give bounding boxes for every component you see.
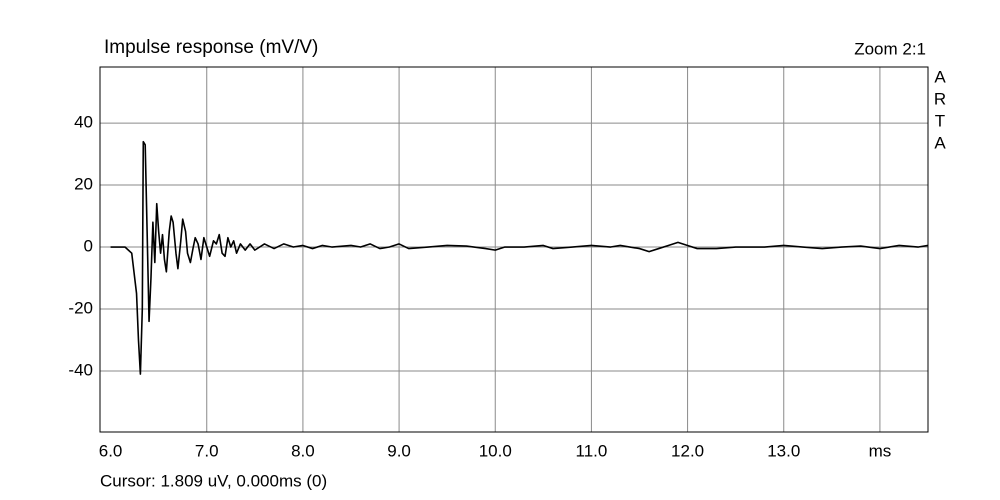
zoom-label: Zoom 2:1 <box>854 39 926 58</box>
brand-letter: T <box>935 111 945 130</box>
cursor-readout: Cursor: 1.809 uV, 0.000ms (0) <box>100 471 327 490</box>
y-tick-label: 40 <box>74 113 93 132</box>
x-tick-label: ms <box>869 441 892 460</box>
data-line <box>110 140 929 375</box>
brand-letter: R <box>934 89 946 108</box>
y-tick-label: -40 <box>68 360 93 379</box>
x-tick-label: 11.0 <box>576 441 608 460</box>
x-tick-label: 9.0 <box>387 441 411 460</box>
brand-letter: A <box>934 133 946 152</box>
x-tick-label: 10.0 <box>479 441 512 460</box>
x-tick-label: 6.0 <box>99 441 123 460</box>
x-tick-label: 8.0 <box>291 441 315 460</box>
x-tick-label: 12.0 <box>671 441 704 460</box>
x-tick-label: 7.0 <box>195 441 219 460</box>
plot-frame <box>99 66 929 433</box>
y-tick-label: 20 <box>74 175 93 194</box>
y-tick-label: -20 <box>68 298 93 317</box>
chart-title: Impulse response (mV/V) <box>104 37 318 58</box>
y-tick-label: 0 <box>84 237 93 256</box>
brand-letter: A <box>934 67 946 86</box>
x-tick-label: 13.0 <box>767 441 800 460</box>
